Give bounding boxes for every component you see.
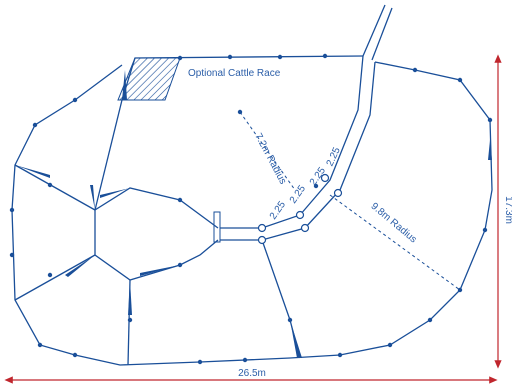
pen-fence [94,187,219,281]
gate-leaves [15,70,492,358]
height-label: 17.3m [503,196,512,224]
fences [9,4,493,366]
spacing-label: 2.25 [268,199,288,222]
spacing-label: 2.25 [325,145,343,168]
inner-race [218,55,364,229]
spacing-label: 2.25 [288,183,308,206]
pen-fence [14,164,96,211]
race-hatch [117,57,181,101]
top-fence [121,55,364,101]
race-line [371,7,393,61]
race-line [362,4,386,57]
radius-line [329,194,461,291]
width-label: 26.5m [238,368,266,379]
pen-fence [94,99,123,211]
radius-label: 9.8m Radius [369,201,419,246]
radius-line [239,111,296,191]
pen-fence [14,254,96,301]
outer-fence [11,61,493,366]
ring-posts [257,173,343,245]
posts [9,53,493,365]
radius-label: 7.2m Radius [252,131,288,186]
race-label: Optional Cattle Race [188,68,281,79]
inner-race [218,61,376,241]
